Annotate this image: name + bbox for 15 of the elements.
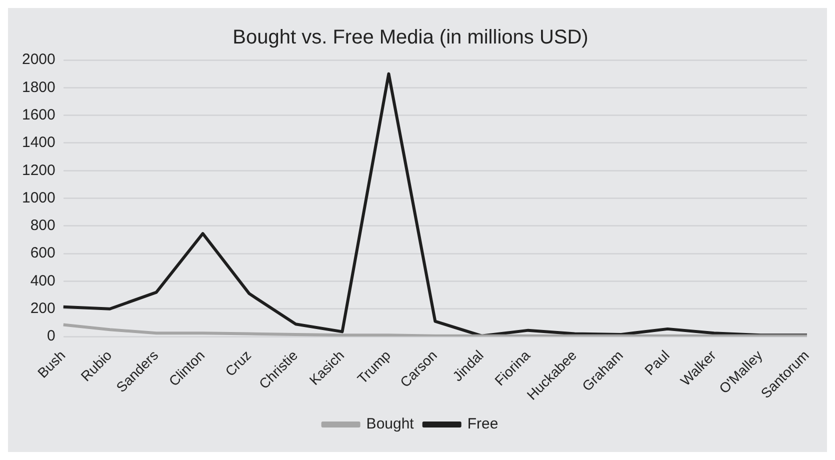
y-tick-label: 0 bbox=[47, 328, 56, 345]
chart-title: Bought vs. Free Media (in millions USD) bbox=[232, 26, 588, 49]
y-tick-label: 400 bbox=[30, 272, 56, 290]
y-tick-label: 1400 bbox=[22, 134, 56, 152]
y-tick-label: 2000 bbox=[22, 51, 56, 68]
y-tick-label: 600 bbox=[30, 244, 56, 262]
legend-label: Free bbox=[467, 416, 498, 433]
y-tick-label: 1200 bbox=[22, 162, 56, 179]
y-tick-label: 1000 bbox=[22, 189, 56, 206]
y-tick-label: 1600 bbox=[22, 106, 56, 124]
x-tick-label: Cruz bbox=[222, 347, 254, 380]
y-tick-label: 1800 bbox=[22, 78, 56, 96]
y-tick-label: 200 bbox=[30, 300, 56, 318]
legend-label: Bought bbox=[366, 416, 415, 433]
y-tick-label: 800 bbox=[30, 217, 56, 234]
